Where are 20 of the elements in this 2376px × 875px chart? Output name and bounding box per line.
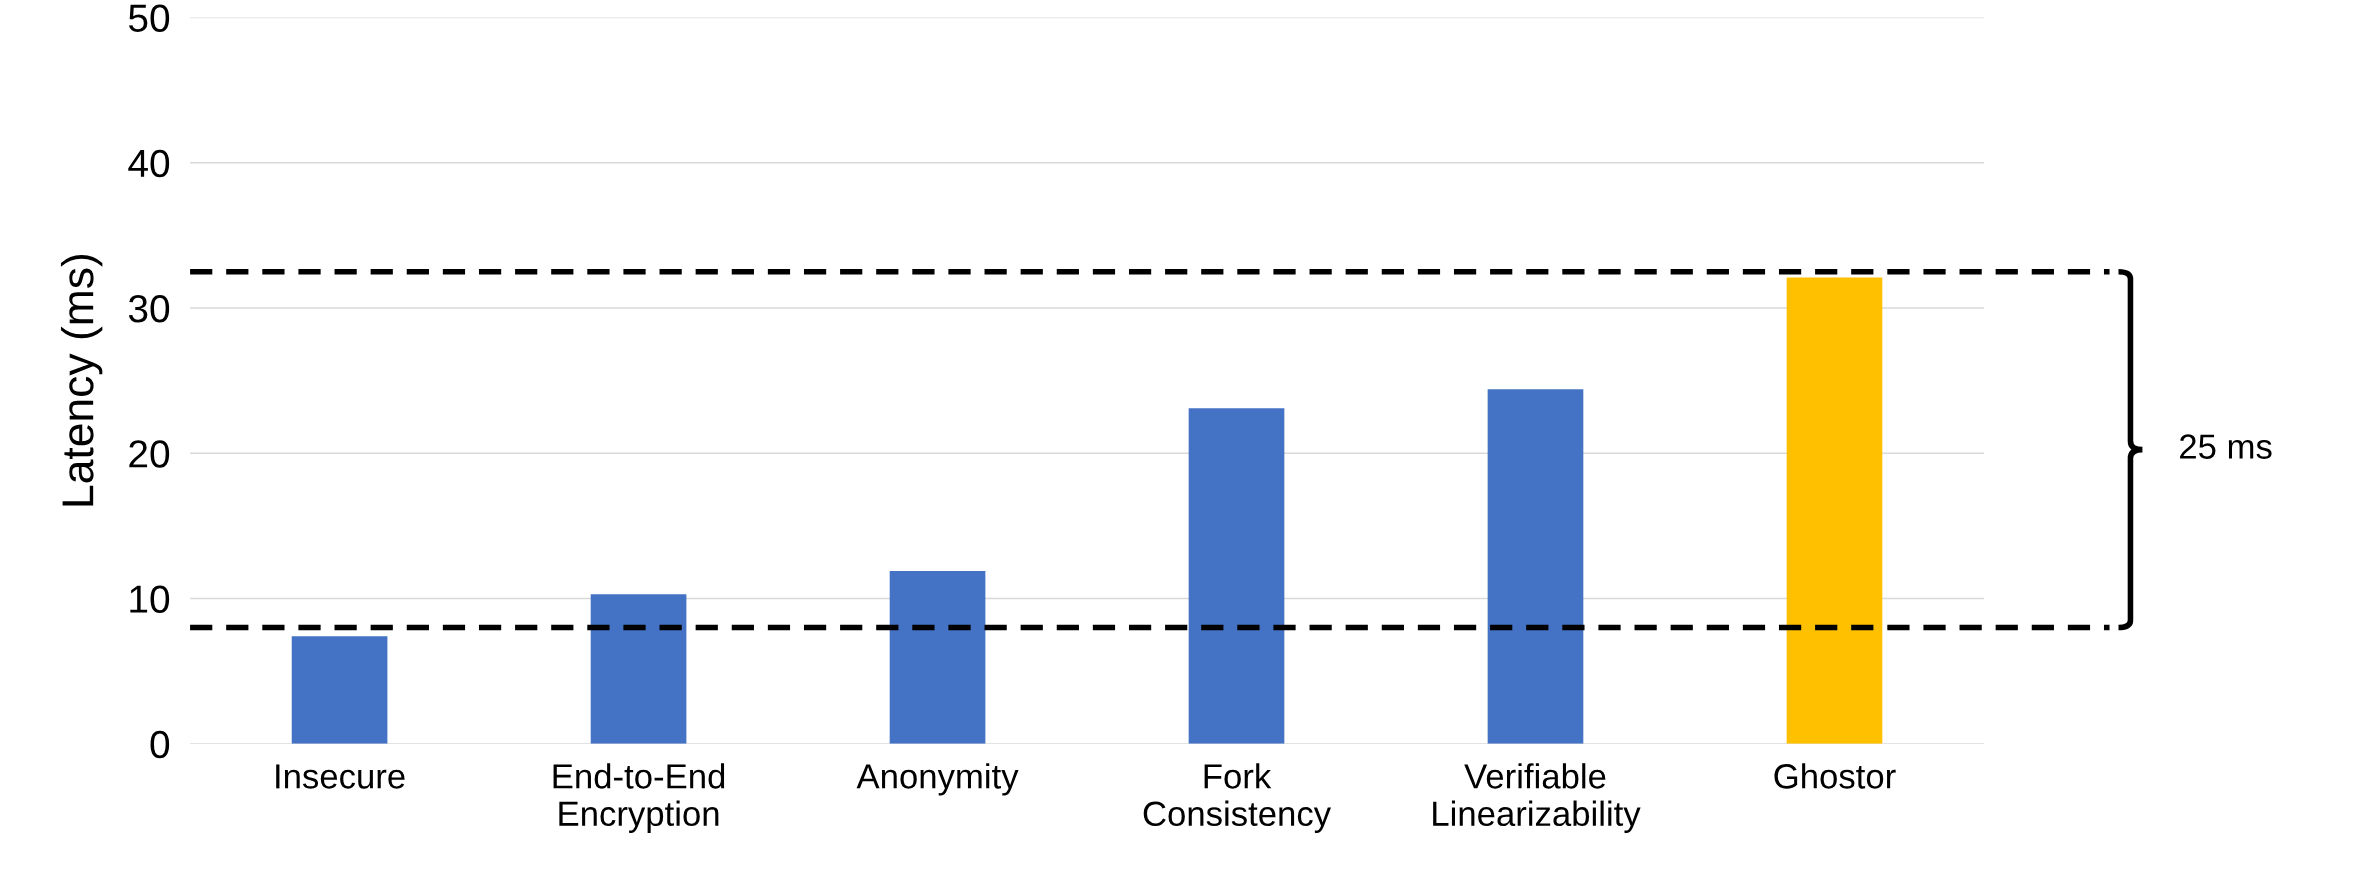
text: 25 ms [2180, 434, 2272, 459]
y-tick-label: 0 [150, 730, 170, 759]
bar [291, 636, 388, 744]
x-tick-label: Anonymity [856, 763, 1019, 796]
x-tick-label: End-to-End Encryption [553, 763, 725, 833]
bar [1188, 408, 1285, 744]
x-tick-label: Fork Consistency [1143, 763, 1332, 833]
bar [889, 570, 986, 744]
y-tick-label: 50 [128, 4, 170, 32]
x-tick-label: Ghostor [1774, 763, 1896, 789]
y-tick-label: 40 [128, 149, 170, 178]
y-tick-label: 10 [130, 585, 170, 613]
bar [1786, 277, 1883, 744]
x-tick-label: Insecure [276, 764, 405, 789]
y-tick-label: 30 [128, 294, 170, 323]
bar [1487, 389, 1584, 744]
y-axis-title: Latency (ms) [60, 254, 103, 506]
bar [590, 594, 687, 744]
x-tick-label: Verifiable Linearizability [1433, 763, 1641, 833]
y-tick-label: 20 [129, 440, 170, 468]
